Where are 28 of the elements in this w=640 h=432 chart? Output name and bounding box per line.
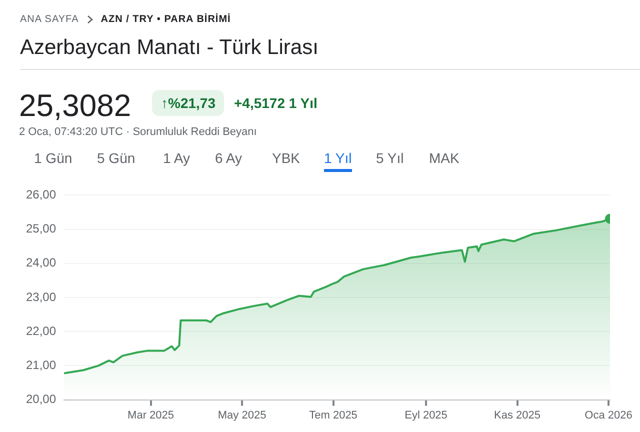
y-tick-label: 26,00 bbox=[26, 188, 56, 202]
text: 1 Gün bbox=[34, 150, 72, 166]
text: 2 Oca, 07:43:20 UTC · Sorumluluk Reddi Beyanı bbox=[19, 126, 257, 138]
text: YBK bbox=[272, 150, 300, 166]
x-tick-label: Oca 2026 bbox=[584, 409, 632, 422]
y-tick-label: 20,00 bbox=[26, 392, 56, 406]
text: +4,5172 1 Yıl bbox=[234, 95, 318, 111]
text: 1 Yıl bbox=[324, 150, 352, 172]
text: 1 Ay bbox=[163, 150, 190, 166]
text: 5 Yıl bbox=[376, 150, 404, 166]
chart-title: Azerbaycan Manatı - Türk Lirası bbox=[20, 36, 318, 60]
text: 25,3082 bbox=[19, 88, 132, 124]
chart-subtitle: AZN / TRY • PARA BİRİMİ bbox=[100, 14, 231, 25]
x-tick-label: May 2025 bbox=[218, 409, 266, 422]
y-tick-label: 24,00 bbox=[26, 256, 56, 270]
text: MAK bbox=[429, 150, 460, 166]
x-tick-label: Eyl 2025 bbox=[404, 409, 448, 422]
x-tick-label: Tem 2025 bbox=[309, 409, 358, 422]
x-tick-label: Mar 2025 bbox=[128, 409, 174, 422]
y-tick-label: 25,00 bbox=[26, 222, 56, 236]
y-tick-label: 22,00 bbox=[26, 324, 56, 338]
text: ANA SAYFA bbox=[20, 14, 79, 25]
text: 5 Gün bbox=[97, 150, 136, 166]
text: ↑%21,73 bbox=[152, 90, 224, 116]
x-tick-label: Kas 2025 bbox=[494, 409, 540, 422]
y-tick-label: 23,00 bbox=[26, 290, 56, 304]
y-tick-label: 21,00 bbox=[26, 358, 56, 372]
text: 6 Ay bbox=[215, 150, 242, 166]
